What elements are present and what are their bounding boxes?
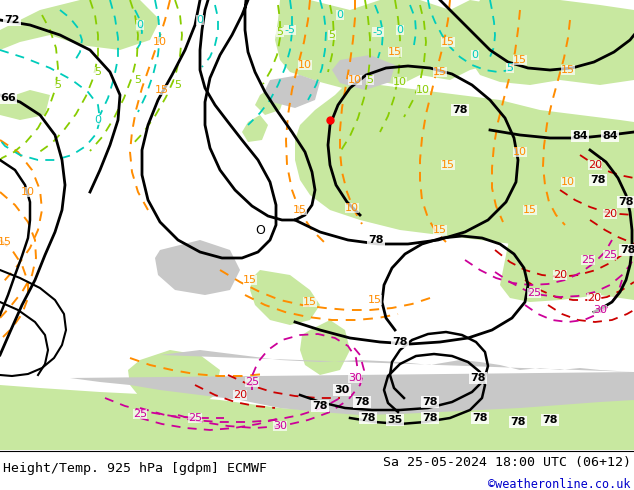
Text: 20: 20 (587, 293, 601, 303)
Polygon shape (250, 270, 320, 325)
Text: 25: 25 (133, 409, 147, 419)
Text: 30: 30 (348, 373, 362, 383)
Text: 10: 10 (513, 147, 527, 157)
Text: 5: 5 (276, 27, 283, 37)
Text: 78: 78 (510, 417, 526, 427)
Text: 78: 78 (354, 397, 370, 407)
Text: 78: 78 (368, 235, 384, 245)
Text: 20: 20 (233, 390, 247, 400)
Text: 15: 15 (513, 55, 527, 65)
Text: 35: 35 (387, 415, 403, 425)
Text: 10: 10 (345, 203, 359, 213)
Text: 5: 5 (94, 67, 101, 77)
Text: 72: 72 (4, 15, 20, 25)
Polygon shape (468, 0, 634, 85)
Polygon shape (265, 75, 320, 108)
Text: 15: 15 (433, 225, 447, 235)
Text: 78: 78 (422, 397, 437, 407)
Text: 25: 25 (188, 413, 202, 423)
Text: 15: 15 (303, 297, 317, 307)
Text: 78: 78 (618, 197, 634, 207)
Text: 78: 78 (422, 413, 437, 423)
Text: ©weatheronline.co.uk: ©weatheronline.co.uk (488, 477, 631, 490)
Polygon shape (300, 320, 350, 375)
Text: 15: 15 (293, 205, 307, 215)
Text: 25: 25 (603, 250, 617, 260)
Text: 10: 10 (561, 177, 575, 187)
Text: 15: 15 (243, 275, 257, 285)
Text: 78: 78 (392, 337, 408, 347)
Text: 15: 15 (441, 160, 455, 170)
Text: 5: 5 (328, 30, 335, 40)
Text: 0: 0 (396, 25, 403, 35)
Text: 0: 0 (94, 115, 101, 125)
Polygon shape (500, 200, 634, 302)
Text: 15: 15 (441, 37, 455, 47)
Polygon shape (295, 80, 634, 250)
Text: 78: 78 (313, 401, 328, 411)
Text: 84: 84 (573, 131, 588, 141)
Polygon shape (128, 350, 220, 412)
Text: 25: 25 (245, 377, 259, 387)
Text: 78: 78 (470, 373, 486, 383)
Text: -5: -5 (373, 27, 384, 37)
Polygon shape (0, 0, 160, 50)
Text: 15: 15 (388, 47, 402, 57)
Text: 30: 30 (273, 421, 287, 431)
Text: O: O (255, 223, 265, 237)
Text: 15: 15 (433, 67, 447, 77)
Text: 20: 20 (603, 209, 617, 219)
Text: Sa 25-05-2024 18:00 UTC (06+12): Sa 25-05-2024 18:00 UTC (06+12) (383, 456, 631, 468)
Text: 15: 15 (561, 65, 575, 75)
Text: 15: 15 (523, 205, 537, 215)
Text: 5: 5 (507, 63, 514, 73)
Text: 78: 78 (542, 415, 558, 425)
Text: 20: 20 (588, 160, 602, 170)
Text: 10: 10 (21, 187, 35, 197)
Text: 0: 0 (197, 15, 204, 25)
Text: 0: 0 (337, 10, 344, 20)
Text: 15: 15 (0, 237, 12, 247)
Text: 78: 78 (452, 105, 468, 115)
Text: 5: 5 (366, 75, 373, 85)
Text: 10: 10 (348, 75, 362, 85)
Text: 5: 5 (134, 75, 141, 85)
Text: 66: 66 (0, 93, 16, 103)
Text: 15: 15 (368, 295, 382, 305)
Text: 10: 10 (298, 60, 312, 70)
Text: 78: 78 (360, 413, 376, 423)
Text: 20: 20 (553, 270, 567, 280)
Polygon shape (275, 0, 634, 90)
Text: -5: -5 (285, 25, 295, 35)
Text: 78: 78 (472, 413, 488, 423)
Text: 10: 10 (393, 77, 407, 87)
Text: 78: 78 (620, 245, 634, 255)
Text: 10: 10 (416, 85, 430, 95)
Text: 5: 5 (174, 80, 181, 90)
Text: 25: 25 (527, 288, 541, 298)
Text: 5: 5 (55, 80, 61, 90)
Polygon shape (70, 350, 634, 415)
Polygon shape (255, 85, 285, 115)
Text: 30: 30 (334, 385, 349, 395)
Text: 30: 30 (593, 305, 607, 315)
Text: 84: 84 (602, 131, 618, 141)
Text: Height/Temp. 925 hPa [gdpm] ECMWF: Height/Temp. 925 hPa [gdpm] ECMWF (3, 462, 267, 474)
Text: 10: 10 (153, 37, 167, 47)
Polygon shape (332, 55, 395, 90)
Text: 0: 0 (472, 50, 479, 60)
Polygon shape (0, 90, 50, 120)
Text: 0: 0 (136, 20, 143, 30)
Text: 25: 25 (581, 255, 595, 265)
Text: 78: 78 (590, 175, 605, 185)
Text: 15: 15 (155, 85, 169, 95)
Polygon shape (242, 115, 268, 142)
Polygon shape (0, 385, 634, 450)
Polygon shape (155, 240, 240, 295)
